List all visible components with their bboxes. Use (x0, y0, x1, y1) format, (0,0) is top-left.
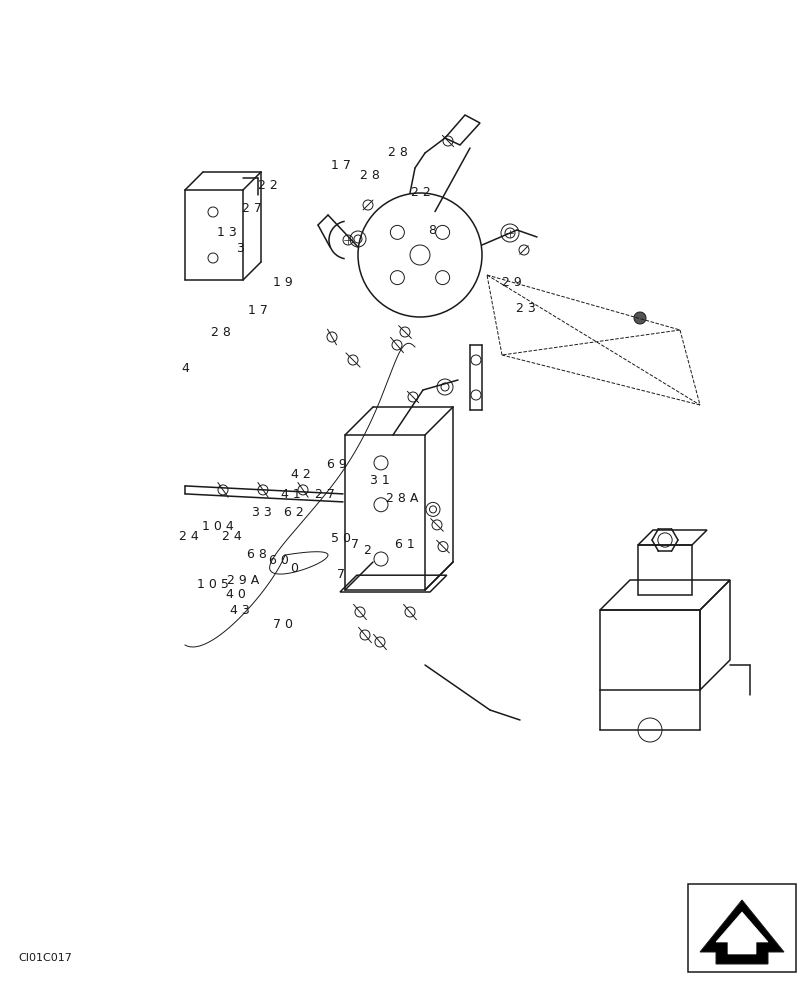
Text: 2 9 A: 2 9 A (227, 574, 260, 586)
Text: 7 0: 7 0 (272, 617, 292, 630)
Text: 2 9: 2 9 (501, 275, 521, 288)
Text: 2 2: 2 2 (410, 186, 430, 199)
Text: 7: 7 (350, 538, 358, 550)
Polygon shape (715, 912, 767, 954)
Text: 1 9: 1 9 (272, 275, 292, 288)
Text: 5 0: 5 0 (331, 532, 350, 544)
Text: 4 1: 4 1 (281, 488, 300, 502)
Text: 4 0: 4 0 (225, 588, 245, 601)
Text: 6 2: 6 2 (284, 506, 303, 518)
Text: 2 8: 2 8 (211, 326, 230, 338)
Text: 2 4: 2 4 (221, 530, 241, 544)
Bar (599, 610, 699, 690)
Text: 3 3: 3 3 (251, 506, 271, 518)
Text: 6 1: 6 1 (394, 538, 414, 552)
Text: 6 9: 6 9 (327, 458, 346, 471)
Text: 2 7: 2 7 (315, 488, 334, 502)
Text: 4 3: 4 3 (230, 603, 249, 616)
Text: 2 7: 2 7 (242, 202, 261, 215)
Text: 2 2: 2 2 (258, 179, 277, 192)
Text: 7: 7 (337, 568, 345, 582)
Text: 3: 3 (235, 241, 243, 254)
Circle shape (342, 235, 353, 245)
Text: 2: 2 (363, 544, 371, 556)
Circle shape (504, 228, 514, 238)
Text: 6 8: 6 8 (247, 548, 266, 562)
Bar (687, 884, 795, 972)
Text: 1 0 4: 1 0 4 (201, 520, 234, 534)
Polygon shape (699, 900, 783, 964)
Text: 1 7: 1 7 (248, 304, 268, 316)
Circle shape (633, 312, 646, 324)
Text: 2 8: 2 8 (359, 169, 379, 182)
Text: 6 0: 6 0 (269, 554, 289, 566)
Text: 0: 0 (290, 562, 298, 574)
Text: 2 8 A: 2 8 A (385, 491, 418, 504)
Text: 8: 8 (427, 224, 436, 237)
Text: 2 4: 2 4 (178, 530, 198, 544)
Text: 4 2: 4 2 (290, 468, 310, 482)
Text: CI01C017: CI01C017 (18, 953, 72, 963)
Text: 1 7: 1 7 (331, 159, 350, 172)
Text: 1 0 5: 1 0 5 (196, 578, 229, 591)
Text: 2 8: 2 8 (388, 146, 407, 159)
Text: 2 3: 2 3 (516, 302, 535, 314)
Text: 4: 4 (181, 361, 189, 374)
Text: 3 1: 3 1 (370, 474, 389, 487)
Text: 1 3: 1 3 (217, 226, 237, 239)
